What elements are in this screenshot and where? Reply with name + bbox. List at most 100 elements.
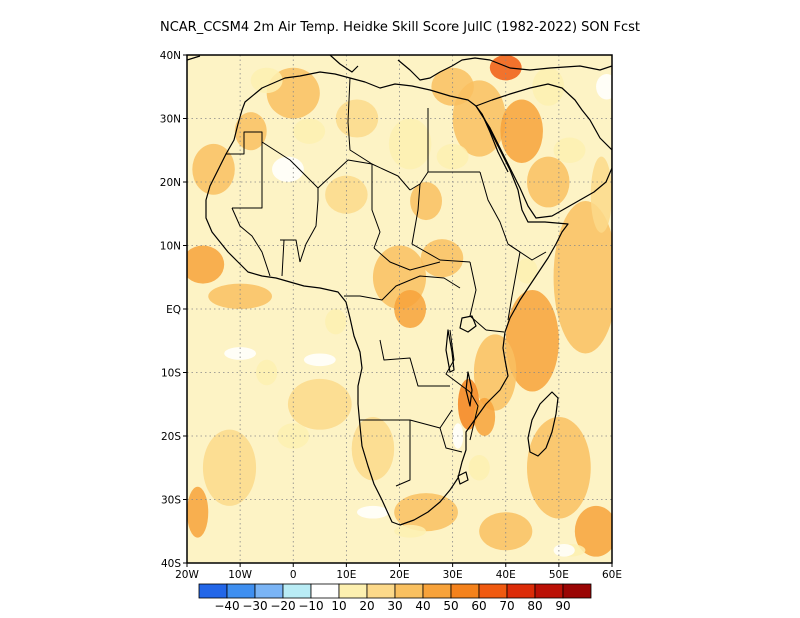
colorbar-swatch bbox=[478, 583, 508, 599]
skill-patch bbox=[202, 429, 257, 506]
colorbar-label: 40 bbox=[415, 599, 430, 613]
colorbar-swatch bbox=[338, 583, 368, 599]
lake-victoria bbox=[459, 315, 477, 333]
border-line bbox=[411, 183, 471, 263]
colorbar-swatch bbox=[422, 583, 452, 599]
colorbar-label: 50 bbox=[443, 599, 458, 613]
border-line bbox=[507, 251, 521, 321]
skill-patch bbox=[357, 505, 389, 519]
colorbar-label: 70 bbox=[499, 599, 514, 613]
skill-patch bbox=[527, 416, 591, 519]
skill-patch bbox=[420, 239, 464, 278]
border-line bbox=[439, 427, 463, 453]
lon-tick-label: 40E bbox=[496, 569, 516, 581]
colorbar-label: 10 bbox=[331, 599, 346, 613]
arabia-coastline bbox=[475, 83, 612, 219]
border-line bbox=[485, 329, 505, 333]
colorbar-label: −30 bbox=[242, 599, 267, 613]
lat-tick-label: 40S bbox=[161, 558, 181, 570]
skill-patch bbox=[187, 245, 225, 284]
border-line bbox=[371, 164, 381, 249]
colorbar-swatch bbox=[534, 583, 564, 599]
skill-patch bbox=[208, 283, 272, 309]
colorbar-swatch bbox=[506, 583, 536, 599]
madagascar-coastline bbox=[527, 391, 559, 457]
lat-tick-label: 10N bbox=[160, 241, 181, 253]
skill-patch bbox=[553, 543, 575, 557]
lon-tick-label: 60E bbox=[602, 569, 622, 581]
skill-patch bbox=[553, 137, 586, 163]
colorbar-swatch bbox=[310, 583, 340, 599]
border-line bbox=[299, 199, 319, 263]
latitude-labels: 40N 30N 20N 10N EQ 10S 20S 30S 40S bbox=[160, 50, 187, 570]
skill-patch bbox=[351, 416, 395, 481]
colorbar-label: −40 bbox=[214, 599, 239, 613]
lon-tick-label: 0 bbox=[290, 569, 297, 581]
border-line bbox=[231, 207, 271, 277]
border-line bbox=[445, 329, 471, 393]
border-line bbox=[347, 77, 373, 165]
border-line bbox=[469, 261, 487, 331]
lon-tick-label: 10E bbox=[336, 569, 356, 581]
lon-tick-label: 20E bbox=[390, 569, 410, 581]
colorbar-swatch bbox=[562, 583, 592, 599]
colorbar-swatch bbox=[254, 583, 284, 599]
lat-tick-label: 30S bbox=[161, 495, 181, 507]
europe-coastline bbox=[187, 55, 612, 81]
skill-patch bbox=[590, 156, 612, 233]
skill-patch bbox=[500, 99, 543, 163]
colorbar bbox=[198, 583, 592, 599]
colorbar-label: 20 bbox=[359, 599, 374, 613]
border-line bbox=[344, 275, 461, 301]
lon-tick-label: 30E bbox=[443, 569, 463, 581]
skill-patch bbox=[394, 524, 427, 538]
gridlines bbox=[187, 55, 612, 563]
skill-patch bbox=[596, 74, 612, 100]
skill-patch bbox=[250, 67, 283, 94]
skill-patch bbox=[272, 156, 304, 182]
skill-patch bbox=[436, 143, 469, 170]
colorbar-labels: −40 −30 −20 −10 10 20 30 40 50 60 70 80 90 bbox=[214, 599, 570, 613]
lon-tick-label: 10W bbox=[228, 569, 252, 581]
longitude-labels: 20W 10W 0 10E 20E 30E 40E 50E 60E bbox=[175, 563, 622, 581]
lake-malawi bbox=[465, 371, 473, 407]
skill-patch bbox=[325, 309, 347, 335]
skill-patch bbox=[479, 512, 533, 551]
skill-patch bbox=[473, 397, 496, 437]
red-sea-line bbox=[481, 113, 509, 173]
colorbar-label: 30 bbox=[387, 599, 402, 613]
skill-patch bbox=[532, 67, 565, 106]
border-line bbox=[232, 142, 263, 209]
lat-tick-label: 20N bbox=[160, 177, 181, 189]
border-line bbox=[226, 131, 319, 200]
skill-patch bbox=[553, 201, 612, 354]
figure-title: NCAR_CCSM4 2m Air Temp. Heidke Skill Sco… bbox=[159, 20, 641, 35]
skill-patch bbox=[394, 289, 427, 329]
colorbar-label: −10 bbox=[298, 599, 323, 613]
skill-patch bbox=[287, 378, 352, 430]
colorbar-swatch bbox=[394, 583, 424, 599]
lat-tick-label: EQ bbox=[166, 304, 181, 316]
skill-patch bbox=[303, 353, 336, 367]
skill-patch bbox=[516, 258, 538, 284]
skill-patch bbox=[489, 55, 522, 81]
skill-patch bbox=[293, 118, 326, 144]
border-line bbox=[469, 391, 479, 441]
colorbar-label: 60 bbox=[471, 599, 486, 613]
coastlines-and-borders bbox=[187, 55, 612, 526]
colorbar-swatch bbox=[226, 583, 256, 599]
skill-patch bbox=[410, 182, 442, 221]
lesotho-border bbox=[457, 471, 469, 485]
colorbar-swatch bbox=[366, 583, 396, 599]
lat-tick-label: 20S bbox=[161, 431, 181, 443]
border-line bbox=[373, 247, 441, 271]
skill-patch bbox=[277, 423, 310, 449]
border-line bbox=[360, 419, 411, 487]
colorbar-swatch bbox=[198, 583, 228, 599]
lon-tick-label: 20W bbox=[175, 569, 199, 581]
border-line bbox=[507, 243, 547, 261]
colorbar-label: 90 bbox=[555, 599, 570, 613]
colorbar-swatch bbox=[450, 583, 480, 599]
colorbar-swatch bbox=[282, 583, 312, 599]
